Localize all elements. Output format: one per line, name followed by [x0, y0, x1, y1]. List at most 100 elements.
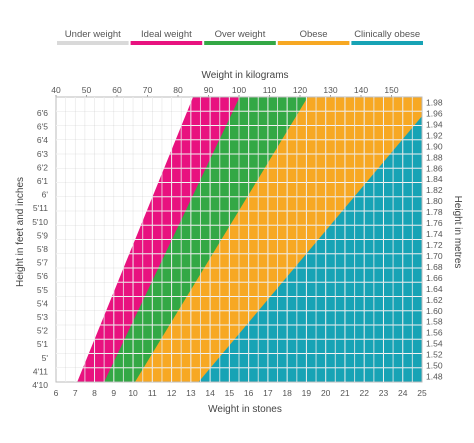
- legend-swatch-obese: [277, 41, 350, 45]
- right-tick-label: 1.76: [426, 218, 443, 228]
- bottom-tick-label: 21: [340, 388, 350, 398]
- bottom-tick-label: 12: [167, 388, 177, 398]
- right-tick-label: 1.70: [426, 251, 443, 261]
- right-tick-label: 1.80: [426, 196, 443, 206]
- left-tick-label: 6': [42, 190, 49, 200]
- bottom-tick-label: 9: [111, 388, 116, 398]
- bottom-tick-label: 17: [263, 388, 273, 398]
- left-tick-label: 6'4: [37, 135, 48, 145]
- left-axis-title: Height in feet and inches: [15, 177, 26, 287]
- right-tick-label: 1.82: [426, 185, 443, 195]
- right-tick-label: 1.94: [426, 119, 443, 129]
- right-tick-label: 1.66: [426, 273, 443, 283]
- bottom-tick-label: 13: [186, 388, 196, 398]
- left-tick-label: 5'6: [37, 271, 48, 281]
- right-tick-label: 1.64: [426, 284, 443, 294]
- top-axis-title: Weight in kilograms: [201, 70, 288, 81]
- gridlines: [56, 97, 422, 382]
- left-tick-label: 5'1: [37, 339, 48, 349]
- left-tick-label: 5'5: [37, 285, 48, 295]
- top-tick-label: 60: [112, 85, 122, 95]
- legend-swatch-under-weight: [57, 41, 129, 45]
- top-tick-label: 120: [293, 85, 307, 95]
- left-tick-label: 5'4: [37, 298, 48, 308]
- right-tick-label: 1.98: [426, 97, 443, 107]
- left-tick-label: 5'7: [37, 258, 48, 268]
- right-tick-label: 1.48: [426, 372, 443, 382]
- left-tick-label: 4'10: [32, 380, 48, 390]
- right-tick-label: 1.78: [426, 207, 443, 217]
- right-tick-label: 1.96: [426, 108, 443, 118]
- left-tick-label: 6'5: [37, 122, 48, 132]
- left-tick-label: 6'1: [37, 176, 48, 186]
- bottom-tick-label: 22: [359, 388, 369, 398]
- right-tick-label: 1.90: [426, 141, 443, 151]
- left-tick-label: 4'11: [33, 366, 48, 376]
- bottom-tick-label: 14: [205, 388, 215, 398]
- left-tick-label: 6'6: [37, 108, 48, 118]
- right-tick-label: 1.62: [426, 295, 443, 305]
- bottom-tick-label: 24: [398, 388, 408, 398]
- right-tick-label: 1.60: [426, 306, 443, 316]
- bottom-tick-label: 11: [148, 388, 157, 398]
- legend-swatch-clinically-obese: [351, 41, 423, 45]
- bottom-tick-label: 6: [54, 388, 59, 398]
- bottom-tick-label: 25: [417, 388, 427, 398]
- left-tick-label: 5'9: [37, 230, 48, 240]
- right-tick-label: 1.56: [426, 328, 443, 338]
- top-tick-label: 140: [354, 85, 368, 95]
- top-tick-label: 110: [263, 85, 277, 95]
- top-tick-label: 90: [204, 85, 214, 95]
- top-tick-label: 50: [82, 85, 92, 95]
- left-tick-label: 6'3: [37, 149, 48, 159]
- bottom-tick-label: 23: [379, 388, 389, 398]
- bottom-tick-label: 19: [302, 388, 312, 398]
- legend-swatch-over-weight: [204, 41, 276, 45]
- left-tick-label: 5'10: [32, 217, 48, 227]
- top-tick-label: 70: [143, 85, 153, 95]
- top-axis-ticks: 40 50 60 70 80 90 100 110 120 130 140 150: [51, 85, 399, 98]
- right-axis-title: Height in metres: [452, 196, 463, 269]
- legend-swatch-ideal-weight: [130, 41, 203, 45]
- bottom-tick-label: 18: [282, 388, 292, 398]
- legend-label-over-weight: Over weight: [215, 29, 266, 40]
- top-tick-label: 80: [173, 85, 183, 95]
- top-tick-label: 130: [323, 85, 337, 95]
- bottom-tick-label: 15: [225, 388, 235, 398]
- legend-label-ideal-weight: Ideal weight: [141, 29, 192, 40]
- right-tick-label: 1.54: [426, 339, 443, 349]
- left-tick-label: 5'3: [37, 312, 48, 322]
- left-tick-label: 6'2: [37, 162, 48, 172]
- right-tick-label: 1.92: [426, 130, 443, 140]
- bottom-tick-label: 20: [321, 388, 331, 398]
- bottom-axis-ticks: 6 7 8 9 10 11 12 13 14 15 16 17 18 19 20 21 22 23 24 25: [54, 388, 427, 398]
- legend-label-under-weight: Under weight: [65, 29, 121, 40]
- right-tick-label: 1.84: [426, 174, 443, 184]
- right-tick-label: 1.72: [426, 240, 443, 250]
- left-tick-label: 5'11: [33, 203, 48, 213]
- left-tick-label: 5'8: [37, 244, 48, 254]
- right-tick-label: 1.52: [426, 350, 443, 360]
- top-tick-label: 150: [384, 85, 398, 95]
- right-tick-label: 1.58: [426, 317, 443, 327]
- legend-label-obese: Obese: [300, 29, 328, 40]
- right-tick-label: 1.86: [426, 163, 443, 173]
- right-tick-label: 1.68: [426, 262, 443, 272]
- left-tick-label: 5': [42, 353, 49, 363]
- left-tick-label: 5'2: [37, 326, 48, 336]
- left-axis-ticks: 6'6 6'5 6'4 6'3 6'2 6'1 6' 5'11 5'10 5'9 5'8 5'7 5'6…: [32, 108, 48, 390]
- legend-label-clinically-obese: Clinically obese: [354, 29, 420, 40]
- bottom-axis-title: Weight in stones: [208, 404, 282, 415]
- bottom-tick-label: 8: [92, 388, 97, 398]
- right-tick-label: 1.50: [426, 361, 443, 371]
- bottom-tick-label: 10: [128, 388, 138, 398]
- right-tick-label: 1.88: [426, 152, 443, 162]
- right-tick-label: 1.74: [426, 229, 443, 239]
- bottom-tick-label: 7: [73, 388, 78, 398]
- bottom-tick-label: 16: [244, 388, 254, 398]
- top-tick-label: 40: [51, 85, 61, 95]
- top-tick-label: 100: [232, 85, 246, 95]
- right-axis-ticks: 1.981.961.941.921.901.881.861.841.821.80…: [426, 97, 443, 381]
- legend: Under weight Ideal weight Over weight Obese…: [57, 29, 423, 45]
